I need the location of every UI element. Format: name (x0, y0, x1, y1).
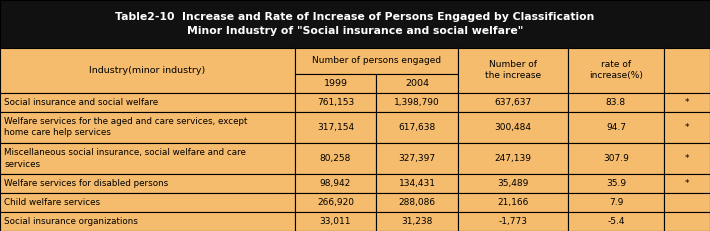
Bar (568, 174, 664, 193)
Text: 35.9: 35.9 (606, 179, 626, 188)
Bar (376, 212, 458, 231)
Text: -5.4: -5.4 (607, 217, 625, 226)
Bar (295, 112, 376, 143)
Bar (458, 212, 568, 231)
Text: *: * (684, 123, 689, 132)
Text: 327,397: 327,397 (398, 154, 436, 163)
Text: 31,238: 31,238 (401, 217, 433, 226)
Text: 33,011: 33,011 (320, 217, 351, 226)
Bar (458, 174, 568, 193)
Bar (0, 143, 295, 174)
Bar (458, 143, 568, 174)
Text: 266,920: 266,920 (317, 198, 354, 207)
Bar (458, 112, 568, 143)
Bar (0, 0, 710, 48)
Bar (376, 193, 458, 212)
Text: *: * (684, 98, 689, 107)
Text: 80,258: 80,258 (320, 154, 351, 163)
Text: rate of
increase(%): rate of increase(%) (589, 60, 643, 80)
Text: Social insurance organizations: Social insurance organizations (4, 217, 138, 226)
Bar (458, 93, 568, 112)
Text: 2004: 2004 (405, 79, 429, 88)
Bar (295, 212, 376, 231)
Bar (664, 93, 710, 112)
Text: 300,484: 300,484 (494, 123, 532, 132)
Text: 617,638: 617,638 (398, 123, 436, 132)
Text: Miscellaneous social insurance, social welfare and care
services: Miscellaneous social insurance, social w… (4, 148, 246, 168)
Text: 317,154: 317,154 (317, 123, 354, 132)
Text: 637,637: 637,637 (494, 98, 532, 107)
Bar (295, 174, 376, 193)
Bar (0, 93, 295, 112)
Text: 1999: 1999 (324, 79, 347, 88)
Bar (664, 212, 710, 231)
Text: 94.7: 94.7 (606, 123, 626, 132)
Text: 288,086: 288,086 (398, 198, 436, 207)
Text: Number of persons engaged: Number of persons engaged (312, 56, 441, 65)
Text: 307.9: 307.9 (603, 154, 629, 163)
Bar (376, 74, 458, 93)
Text: *: * (684, 179, 689, 188)
Text: Welfare services for disabled persons: Welfare services for disabled persons (4, 179, 168, 188)
Bar (376, 93, 458, 112)
Bar (458, 193, 568, 212)
Bar (0, 112, 295, 143)
Bar (664, 48, 710, 93)
Bar (295, 143, 376, 174)
Bar (568, 193, 664, 212)
Text: 35,489: 35,489 (497, 179, 529, 188)
Text: 134,431: 134,431 (398, 179, 436, 188)
Text: Table2-10  Increase and Rate of Increase of Persons Engaged by Classification
Mi: Table2-10 Increase and Rate of Increase … (115, 12, 595, 36)
Bar (568, 112, 664, 143)
Bar (568, 212, 664, 231)
Bar (0, 193, 295, 212)
Bar (0, 174, 295, 193)
Bar (376, 112, 458, 143)
Bar (376, 174, 458, 193)
Bar (664, 193, 710, 212)
Text: -1,773: -1,773 (498, 217, 528, 226)
Bar (295, 93, 376, 112)
Bar (664, 174, 710, 193)
Text: *: * (684, 154, 689, 163)
Text: Welfare services for the aged and care services, except
home care help services: Welfare services for the aged and care s… (4, 117, 248, 137)
Text: Social insurance and social welfare: Social insurance and social welfare (4, 98, 158, 107)
Bar (376, 143, 458, 174)
Text: Number of
the increase: Number of the increase (485, 60, 541, 80)
Text: 21,166: 21,166 (497, 198, 529, 207)
Bar (458, 48, 568, 93)
Bar (568, 143, 664, 174)
Bar (568, 48, 664, 93)
Bar (0, 212, 295, 231)
Bar (295, 74, 376, 93)
Bar (664, 112, 710, 143)
Text: 1,398,790: 1,398,790 (394, 98, 440, 107)
Text: 7.9: 7.9 (608, 198, 623, 207)
Text: Industry(minor industry): Industry(minor industry) (89, 66, 205, 75)
Bar (568, 93, 664, 112)
Text: 247,139: 247,139 (494, 154, 532, 163)
Bar (295, 193, 376, 212)
Text: 98,942: 98,942 (320, 179, 351, 188)
Bar (0, 48, 295, 93)
Bar (664, 143, 710, 174)
Text: 761,153: 761,153 (317, 98, 354, 107)
Text: Child welfare services: Child welfare services (4, 198, 100, 207)
Text: 83.8: 83.8 (606, 98, 626, 107)
Bar (295, 48, 458, 74)
